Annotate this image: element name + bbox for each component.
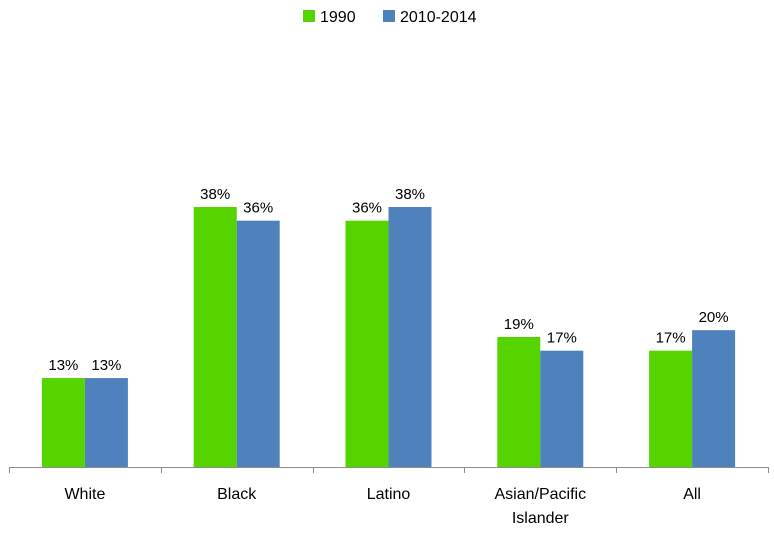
category-label: Latino (367, 486, 411, 503)
bar-series1-3 (497, 337, 541, 467)
data-labels-group: 13% 13% 38% 36% 36% 38% 19% 17% 17% 20% (48, 186, 728, 374)
bar-series2-4 (692, 330, 736, 467)
data-label: 17% (656, 330, 686, 347)
bar-series2-1 (236, 220, 280, 467)
data-label: 36% (352, 200, 382, 217)
data-label: 19% (504, 316, 534, 333)
data-label: 13% (91, 357, 121, 374)
bar-series2-0 (84, 378, 128, 467)
bar-series2-2 (388, 207, 432, 467)
legend-swatch-series2 (383, 10, 395, 22)
bar-series1-0 (41, 378, 85, 467)
legend-swatch-series1 (303, 10, 315, 22)
category-label: Islander (512, 510, 570, 527)
bar-series2-3 (540, 350, 584, 467)
data-label: 36% (243, 200, 273, 217)
category-labels-group: White Black Latino Asian/Pacific Islander All (64, 486, 701, 527)
bars-group (41, 207, 736, 467)
bar-series1-1 (193, 207, 237, 467)
legend: 1990 2010-2014 (303, 9, 477, 26)
bar-series1-4 (649, 350, 693, 467)
category-label: Black (217, 486, 257, 503)
data-label: 17% (547, 330, 577, 347)
bar-series1-2 (345, 220, 389, 467)
data-label: 13% (48, 357, 78, 374)
data-label: 20% (699, 309, 729, 326)
data-label: 38% (395, 186, 425, 203)
category-label: Asian/Pacific (495, 486, 587, 503)
category-label: White (64, 486, 105, 503)
category-label: All (683, 486, 701, 503)
x-axis (9, 467, 769, 473)
data-label: 38% (200, 186, 230, 203)
legend-label: 1990 (320, 9, 356, 26)
legend-label: 2010-2014 (400, 9, 477, 26)
